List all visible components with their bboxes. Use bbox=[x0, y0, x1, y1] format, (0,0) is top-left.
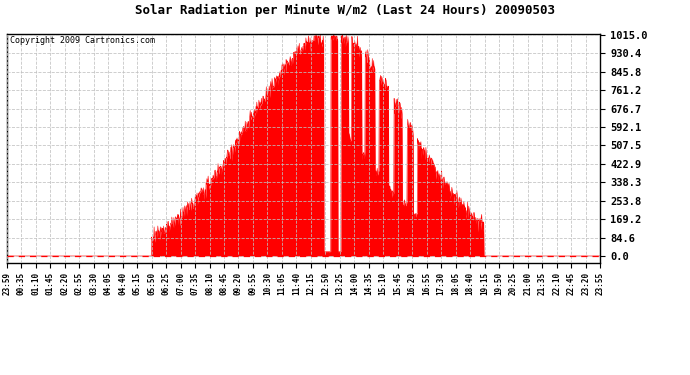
Text: Copyright 2009 Cartronics.com: Copyright 2009 Cartronics.com bbox=[10, 36, 155, 45]
Text: Solar Radiation per Minute W/m2 (Last 24 Hours) 20090503: Solar Radiation per Minute W/m2 (Last 24… bbox=[135, 4, 555, 17]
